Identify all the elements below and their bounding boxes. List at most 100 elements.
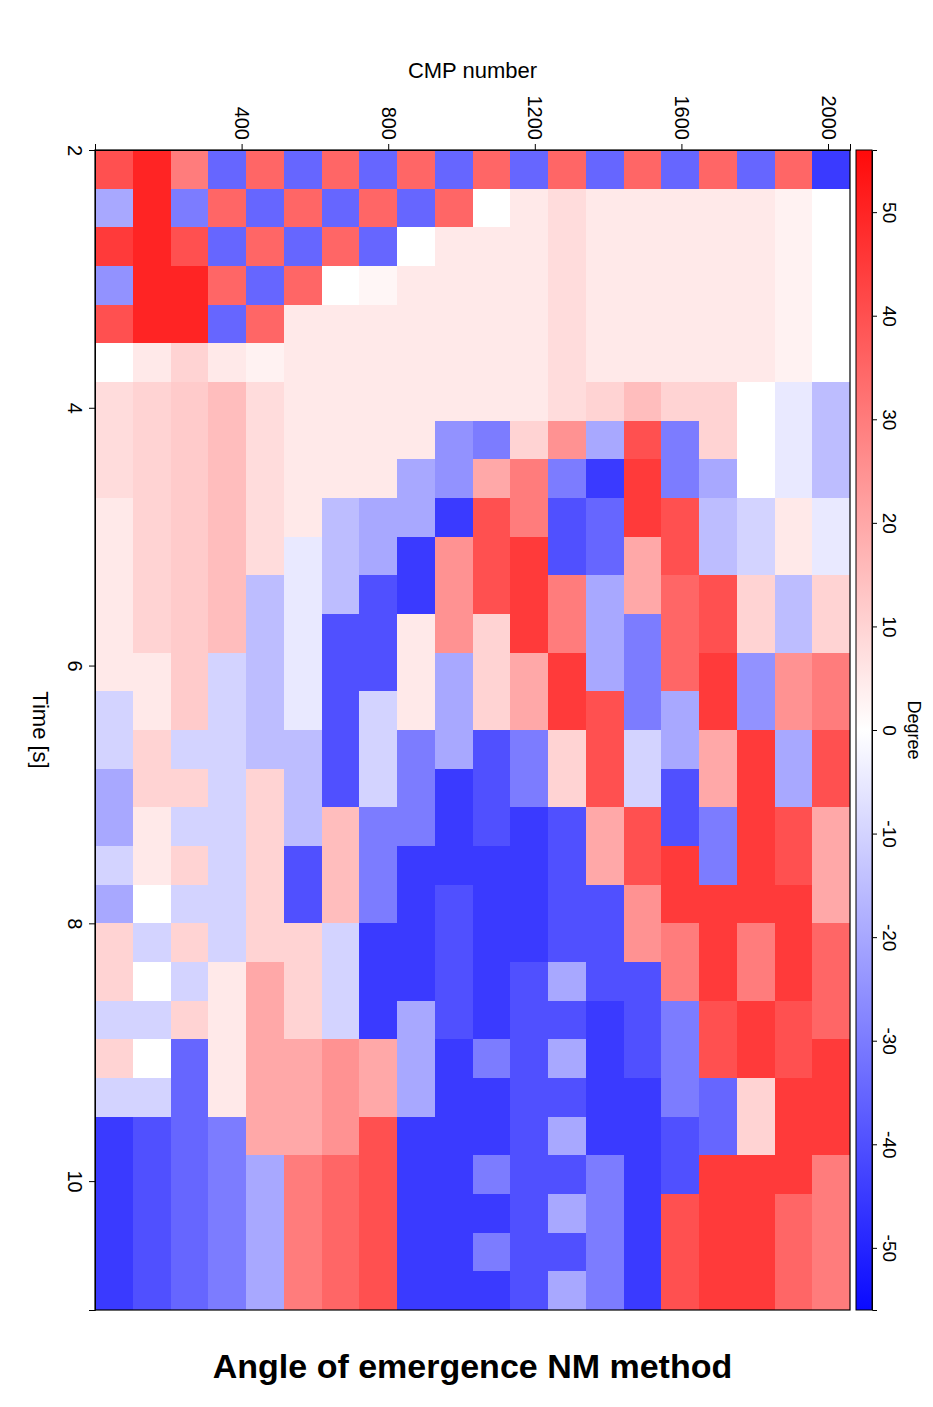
cell	[95, 498, 133, 537]
cell	[284, 614, 322, 653]
cell	[322, 1233, 360, 1272]
cell	[775, 923, 813, 962]
cell	[812, 189, 850, 228]
cell	[435, 1194, 473, 1233]
cell	[737, 150, 775, 189]
cell	[775, 266, 813, 305]
cell	[548, 923, 586, 962]
cell	[510, 1271, 548, 1310]
cell	[586, 305, 624, 344]
colorbar-tick: -40	[872, 1131, 900, 1158]
cell	[208, 537, 246, 576]
cell	[473, 1117, 511, 1156]
cell	[284, 923, 322, 962]
plot-frame	[95, 150, 850, 1310]
cell	[284, 962, 322, 1001]
cell	[246, 1155, 284, 1194]
cell	[775, 769, 813, 808]
cell	[586, 537, 624, 576]
cell	[737, 769, 775, 808]
cell	[95, 846, 133, 885]
cell	[548, 575, 586, 614]
cell	[586, 730, 624, 769]
cell	[737, 421, 775, 460]
cell	[359, 691, 397, 730]
cell	[812, 885, 850, 924]
cell	[586, 382, 624, 421]
cell	[624, 575, 662, 614]
cell	[322, 885, 360, 924]
cell	[624, 1155, 662, 1194]
cell	[661, 266, 699, 305]
cell	[473, 421, 511, 460]
cell	[699, 653, 737, 692]
cell	[548, 421, 586, 460]
cell	[510, 1155, 548, 1194]
cell	[812, 1271, 850, 1310]
cell	[435, 1001, 473, 1040]
cell	[737, 885, 775, 924]
cell	[775, 885, 813, 924]
cell	[661, 575, 699, 614]
cell	[586, 1233, 624, 1272]
cell	[133, 189, 171, 228]
cell	[624, 807, 662, 846]
y-tick-mark	[89, 923, 95, 924]
cell	[699, 769, 737, 808]
x-tick-label: 2000	[818, 96, 840, 141]
cell	[586, 1039, 624, 1078]
cell	[208, 459, 246, 498]
cell	[208, 1271, 246, 1310]
cells	[95, 150, 850, 1310]
cell	[435, 382, 473, 421]
cell	[397, 227, 435, 266]
cell	[775, 1078, 813, 1117]
cell	[133, 382, 171, 421]
cell	[624, 614, 662, 653]
cell	[548, 1233, 586, 1272]
cell	[812, 1001, 850, 1040]
cell	[473, 1039, 511, 1078]
cell	[322, 614, 360, 653]
cell	[208, 1233, 246, 1272]
y-tick-label: 4	[64, 403, 86, 414]
cell	[812, 653, 850, 692]
cell	[775, 730, 813, 769]
cell	[133, 305, 171, 344]
cell	[359, 1271, 397, 1310]
cell	[133, 653, 171, 692]
x-tick-mark	[388, 144, 389, 150]
cell	[510, 189, 548, 228]
cell	[737, 1117, 775, 1156]
cell	[322, 846, 360, 885]
cell	[322, 691, 360, 730]
cell	[95, 382, 133, 421]
x-tick-label: 800	[378, 107, 400, 140]
cell	[812, 227, 850, 266]
cell	[699, 1233, 737, 1272]
cell	[322, 266, 360, 305]
cell	[435, 846, 473, 885]
cell	[359, 305, 397, 344]
cell	[322, 653, 360, 692]
cell	[548, 498, 586, 537]
cell	[133, 962, 171, 1001]
cell	[95, 1271, 133, 1310]
cell	[586, 691, 624, 730]
cell	[586, 1078, 624, 1117]
cell	[473, 691, 511, 730]
cell	[435, 459, 473, 498]
cell	[284, 382, 322, 421]
cell	[661, 189, 699, 228]
cell	[322, 421, 360, 460]
cell	[435, 421, 473, 460]
cell	[322, 537, 360, 576]
cell	[284, 459, 322, 498]
cell	[284, 1078, 322, 1117]
cell	[208, 575, 246, 614]
colorbar-tick-mark	[872, 419, 877, 420]
cell	[548, 227, 586, 266]
cell	[95, 189, 133, 228]
cell	[699, 459, 737, 498]
cell	[246, 382, 284, 421]
